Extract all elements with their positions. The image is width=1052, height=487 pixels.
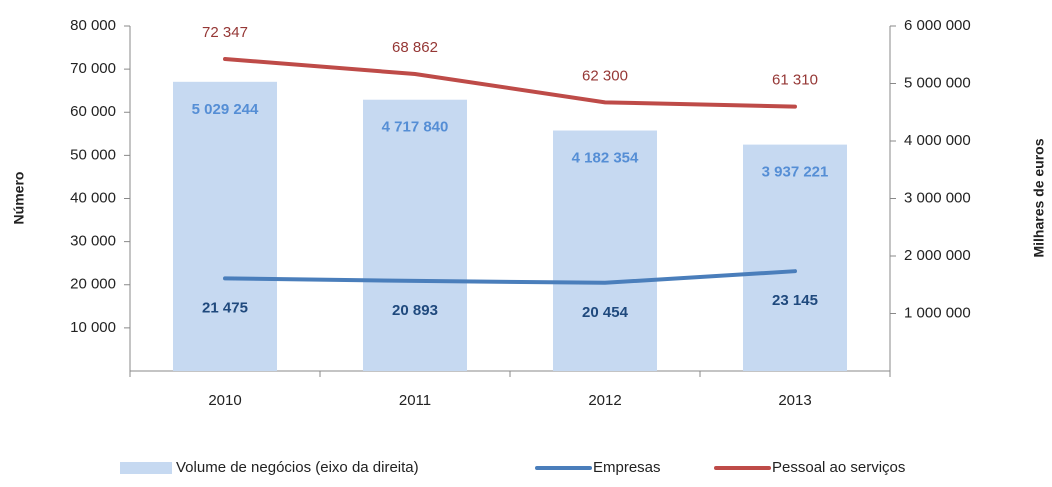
y-tick-label: 30 000 — [70, 233, 116, 250]
bar-value-label: 4 182 354 — [572, 149, 639, 166]
line-value-label: 20 454 — [582, 304, 629, 321]
line-value-label: 68 862 — [392, 39, 438, 56]
bar-value-label: 3 937 221 — [762, 164, 829, 181]
line — [223, 269, 797, 285]
y2-tick-label: 6 000 000 — [904, 17, 971, 34]
y2-tick-label: 1 000 000 — [904, 304, 971, 321]
y2-tick-label: 4 000 000 — [904, 132, 971, 149]
y-axis-label: Número — [11, 172, 27, 225]
y2-tick-label: 2 000 000 — [904, 247, 971, 264]
y2-tick-label: 3 000 000 — [904, 189, 971, 206]
y-tick-label: 70 000 — [70, 60, 116, 77]
y2-tick-label: 5 000 000 — [904, 74, 971, 91]
line-value-label: 72 347 — [202, 24, 248, 41]
legend-swatch — [120, 462, 172, 474]
y-tick-label: 40 000 — [70, 189, 116, 206]
line-value-label: 23 145 — [772, 292, 818, 309]
legend-label: Empresas — [593, 459, 661, 476]
line — [223, 57, 797, 109]
y-tick-label: 20 000 — [70, 276, 116, 293]
legend-label: Pessoal ao serviços — [772, 459, 905, 476]
x-tick-label: 2010 — [208, 392, 241, 409]
x-tick-label: 2012 — [588, 392, 621, 409]
bar-value-label: 4 717 840 — [382, 119, 449, 136]
y-tick-label: 10 000 — [70, 319, 116, 336]
line-value-label: 62 300 — [582, 67, 628, 84]
y-tick-label: 80 000 — [70, 17, 116, 34]
bar — [363, 99, 467, 372]
bar — [173, 81, 277, 371]
y-tick-label: 50 000 — [70, 146, 116, 163]
y-tick-label: 60 000 — [70, 103, 116, 120]
bar-value-label: 5 029 244 — [192, 101, 259, 118]
line-value-label: 20 893 — [392, 302, 438, 319]
y2-axis-label: Milhares de euros — [1031, 138, 1047, 257]
bar — [553, 130, 657, 371]
line-value-label: 61 310 — [772, 72, 818, 89]
legend-label: Volume de negócios (eixo da direita) — [176, 459, 419, 476]
x-tick-label: 2013 — [778, 392, 811, 409]
bar — [743, 144, 847, 371]
x-tick-label: 2011 — [399, 392, 431, 409]
line-value-label: 21 475 — [202, 299, 248, 316]
